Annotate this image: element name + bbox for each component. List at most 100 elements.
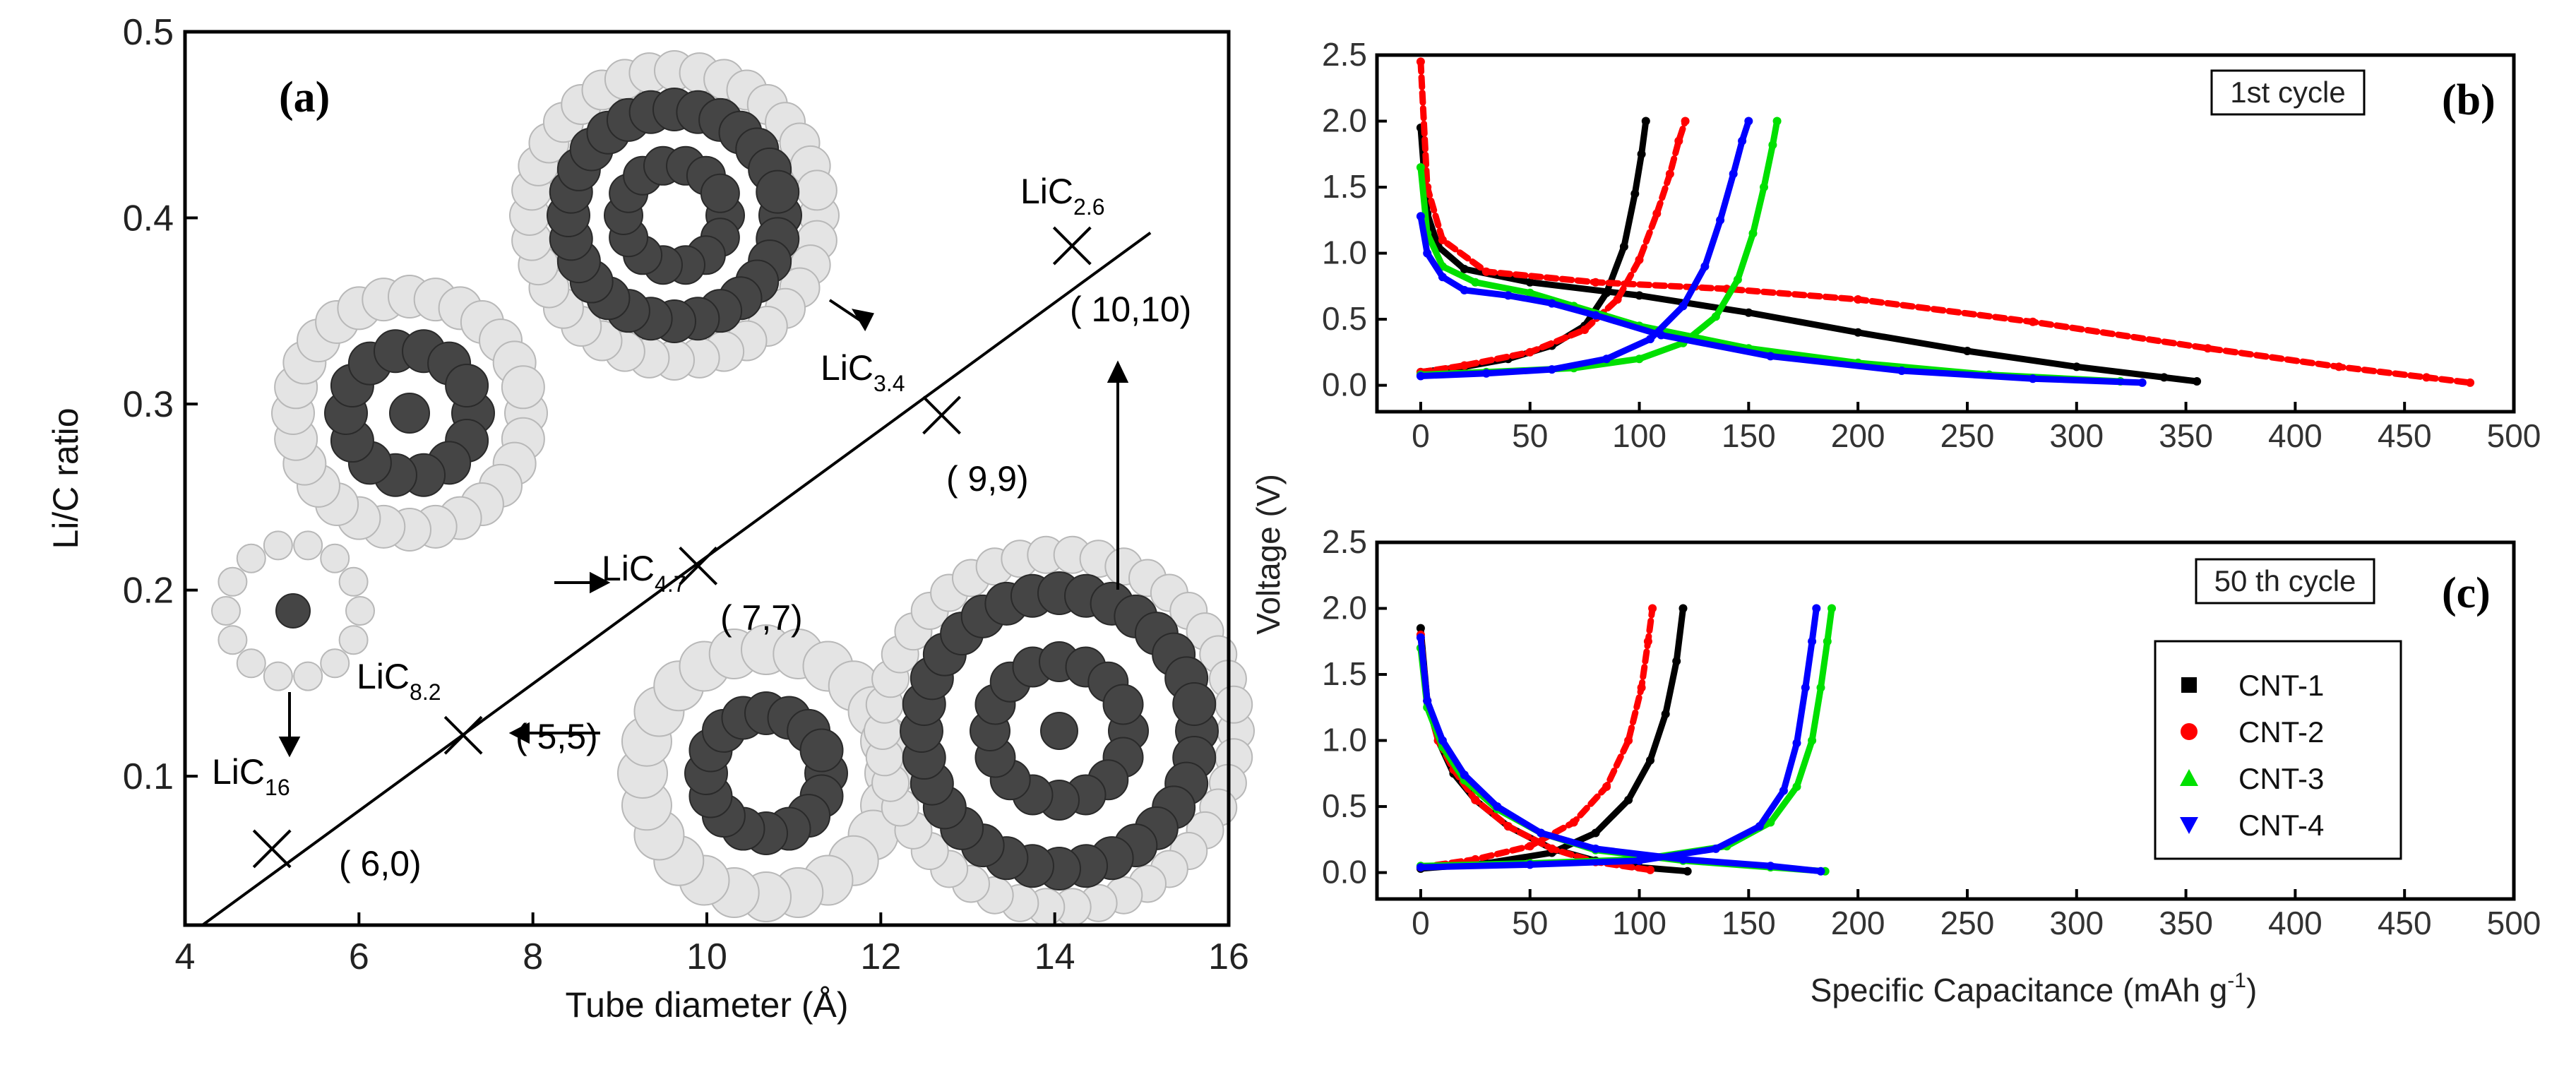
y-tick-label: 2.5 <box>1322 523 1367 560</box>
marks-b <box>1416 57 2475 387</box>
cnt-2-discharge-curve <box>1417 631 1654 874</box>
cycle-label-box-c <box>2195 558 2375 605</box>
legend-marker-circle <box>2181 723 2198 740</box>
panel-label-b: (b) <box>2442 76 2496 124</box>
cnt-4-point <box>1738 136 1747 145</box>
cnt-2-point <box>2028 317 2037 326</box>
marks-a: ( 6,0)LiC16( 5,5)LiC8.2( 7,7)LiC4.7( 9,9… <box>201 172 1191 927</box>
cnt-4-point <box>1602 355 1611 364</box>
chirality-label: ( 6,0) <box>339 844 422 883</box>
panel-c: 0 50 100 150 200 250 300 350 400 450 500 0.0 0.5 1.0 1… <box>1250 474 2541 1008</box>
mol-6-0-outer-atom <box>320 543 350 573</box>
cnt-3-point <box>1635 355 1644 364</box>
x-axis-title-a: Tube diameter (Å) <box>565 985 848 1025</box>
x-tick-label: 350 <box>2159 905 2213 941</box>
mol-6-0-outer-atom <box>217 566 248 597</box>
cnt-3-charge-curve <box>1417 118 1781 379</box>
y-tick-label: 1.0 <box>1322 234 1367 271</box>
cycle-label-box-b <box>2210 69 2366 116</box>
mol-10-10-center-atom <box>1040 712 1078 750</box>
mol-7-7-inner-atom <box>445 363 489 407</box>
cnt-1-point <box>2072 362 2081 371</box>
cnt-1-point <box>1602 288 1611 297</box>
cnt-3-point <box>1766 818 1775 827</box>
cnt-2-point <box>1648 604 1657 613</box>
cnt-2-point <box>1637 683 1646 692</box>
cnt-4-point <box>1812 604 1821 613</box>
mol-10-10-inner-atom <box>1102 684 1144 725</box>
x-tick-label: 250 <box>1940 905 1995 941</box>
cnt-4-point <box>1635 856 1644 865</box>
y-tick-label-a: 0.1 <box>123 756 174 797</box>
cnt-1-point <box>1683 866 1692 876</box>
cnt-2-point <box>2334 362 2344 371</box>
y-tick-label: 0.5 <box>1322 787 1367 824</box>
mol-6-0-center-atom <box>275 593 311 629</box>
compound-label: LiC8.2 <box>357 657 441 705</box>
arrow-7-7-head <box>590 571 611 594</box>
chirality-label: ( 9,9) <box>946 459 1029 499</box>
y-tick-label: 2.0 <box>1322 102 1367 139</box>
mol-6-0-outer-atom <box>338 625 369 655</box>
cnt-1-point <box>1661 710 1670 719</box>
compound-subscript: 2.6 <box>1073 194 1104 220</box>
compound-text: LiC <box>1020 172 1073 211</box>
cnt-3-point <box>1792 782 1801 791</box>
x-axis-title-a-unit: (Å) <box>801 985 849 1025</box>
x-tick-label: 250 <box>1940 417 1995 454</box>
x-tick-label: 200 <box>1831 905 1885 941</box>
cnt-3-point <box>1733 275 1742 284</box>
series-cnt-1 <box>1416 117 2202 386</box>
arrow-5-5-head <box>508 722 530 744</box>
cnt-1-point <box>1630 189 1640 198</box>
cnt-1-point <box>1744 308 1753 317</box>
compound-subscript: 16 <box>265 775 290 800</box>
point-marker-a <box>679 546 718 585</box>
y-tick-label: 0.5 <box>1322 300 1367 337</box>
chirality-label: ( 10,10) <box>1070 290 1191 329</box>
cnt-4-point <box>1438 736 1447 745</box>
cnt-1-point <box>1460 265 1469 273</box>
cnt-2-point <box>1652 209 1662 218</box>
cnt-2-point <box>2466 378 2475 387</box>
axes-a: 4 6 8 10 12 14 16 0.1 0.2 0.3 0.4 0.5 Tube diameter … <box>46 12 1249 1025</box>
cnt-2-point <box>2422 373 2431 382</box>
x-tick-label-a: 12 <box>860 936 901 977</box>
legend: CNT-1 CNT-2 CNT-3 CNT-4 <box>2154 640 2402 860</box>
mol-5-5-inner-atom <box>799 728 844 773</box>
cnt-4-point <box>1416 371 1425 381</box>
cnt-3-discharge-curve <box>1417 645 1829 875</box>
mol-6-0-outer-atom <box>293 661 323 691</box>
cnt-4-point <box>1792 739 1801 748</box>
arrow-9-9-head <box>851 309 874 332</box>
cnt-4-point <box>2137 378 2147 387</box>
cnt-4-point <box>1766 352 1775 361</box>
x-tick-label-a: 4 <box>175 936 196 977</box>
mol-7-7-center-atom <box>389 393 430 434</box>
x-tick-label-a: 16 <box>1208 936 1249 977</box>
cnt-1-discharge-curve <box>1417 124 2200 385</box>
cnt-1-point <box>2159 373 2169 382</box>
compound-subscript: 8.2 <box>410 679 441 705</box>
marks-c <box>1416 604 1836 876</box>
compound-label: LiC2.6 <box>1020 172 1105 220</box>
cnt-4-point <box>1423 696 1432 705</box>
y-tick-label-a: 0.5 <box>123 12 174 53</box>
capacitance-axis-sup: -1 <box>2227 969 2246 992</box>
cnt-4-point <box>1416 212 1425 221</box>
cnt-1-point <box>1854 328 1863 337</box>
cnt-4-point <box>1755 822 1764 831</box>
cnt-2-point <box>1665 169 1674 179</box>
cnt-4-charge-curve <box>1417 605 1820 871</box>
compound-text: LiC <box>212 752 265 792</box>
arrows <box>278 299 1129 758</box>
cnt-2-point <box>1471 795 1480 804</box>
cnt-2-point <box>1481 267 1491 276</box>
cnt-3-point <box>1711 312 1720 321</box>
cnt-2-point <box>1525 347 1534 357</box>
mol-10-10-middle-atom <box>1172 681 1217 726</box>
x-tick-label: 150 <box>1722 417 1776 454</box>
x-tick-label: 0 <box>1412 905 1430 941</box>
cnt-1-point <box>1619 242 1628 251</box>
cnt-2-point <box>1525 842 1534 851</box>
